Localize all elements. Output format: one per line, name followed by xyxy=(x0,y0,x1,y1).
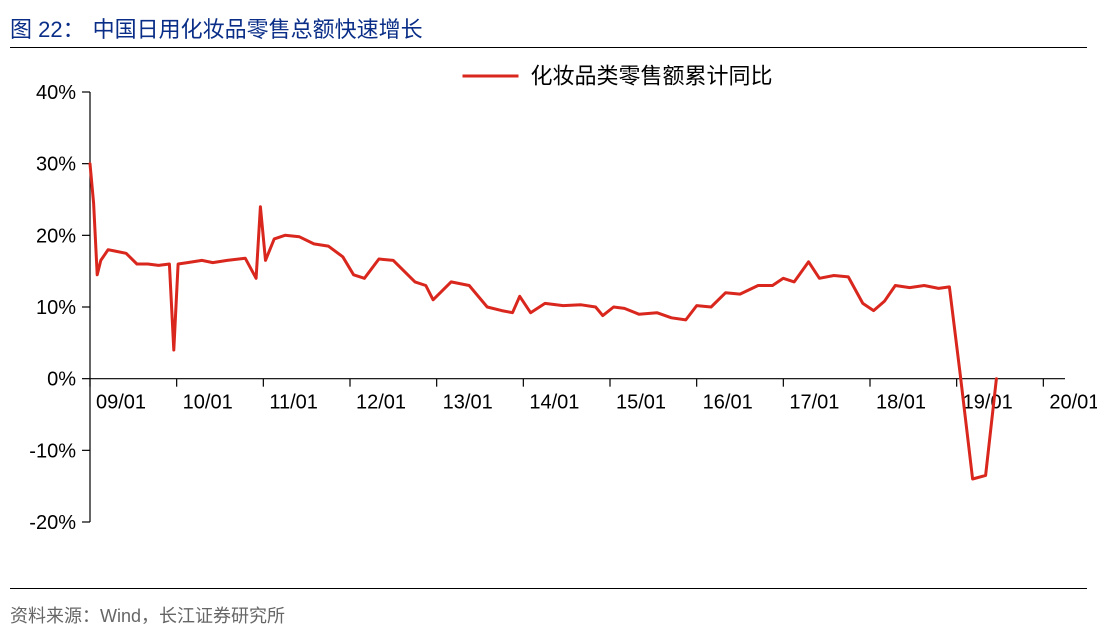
x-tick-label: 13/01 xyxy=(443,392,493,414)
y-tick-label: -20% xyxy=(29,512,76,534)
title-divider xyxy=(10,47,1087,48)
x-tick-label: 14/01 xyxy=(529,392,579,414)
x-tick-label: 19/01 xyxy=(963,392,1013,414)
x-tick-label: 15/01 xyxy=(616,392,666,414)
x-tick-label: 12/01 xyxy=(356,392,406,414)
y-tick-label: 10% xyxy=(36,297,76,319)
y-tick-label: 40% xyxy=(36,82,76,104)
bottom-divider xyxy=(10,588,1087,589)
x-tick-label: 18/01 xyxy=(876,392,926,414)
y-tick-label: -10% xyxy=(29,440,76,462)
x-tick-label: 16/01 xyxy=(703,392,753,414)
y-tick-label: 30% xyxy=(36,154,76,176)
figure-title: 中国日用化妆品零售总额快速增长 xyxy=(93,12,423,44)
x-tick-label: 10/01 xyxy=(183,392,233,414)
line-chart: -20% -10% 0% 10% 20% 30% 40% 09/01 10/01 11/01 12/… xyxy=(0,52,1097,582)
figure-container: 图 22： 中国日用化妆品零售总额快速增长 -20% -10% 0% 10% 20% 30… xyxy=(0,0,1097,643)
figure-title-row: 图 22： 中国日用化妆品零售总额快速增长 xyxy=(10,12,423,44)
figure-label: 图 22： xyxy=(10,12,85,44)
x-tick-label: 17/01 xyxy=(789,392,839,414)
y-tick-label: 20% xyxy=(36,225,76,247)
legend: 化妆品类零售额累计同比 xyxy=(463,64,773,89)
x-tick-label: 09/01 xyxy=(96,392,146,414)
series-line xyxy=(90,164,996,479)
y-tick-label: 0% xyxy=(47,369,76,391)
x-tick-label: 20/01 xyxy=(1049,392,1097,414)
figure-source: 资料来源：Wind，长江证券研究所 xyxy=(10,602,285,628)
x-tick-label: 11/01 xyxy=(269,392,318,414)
legend-label: 化妆品类零售额累计同比 xyxy=(531,64,773,89)
